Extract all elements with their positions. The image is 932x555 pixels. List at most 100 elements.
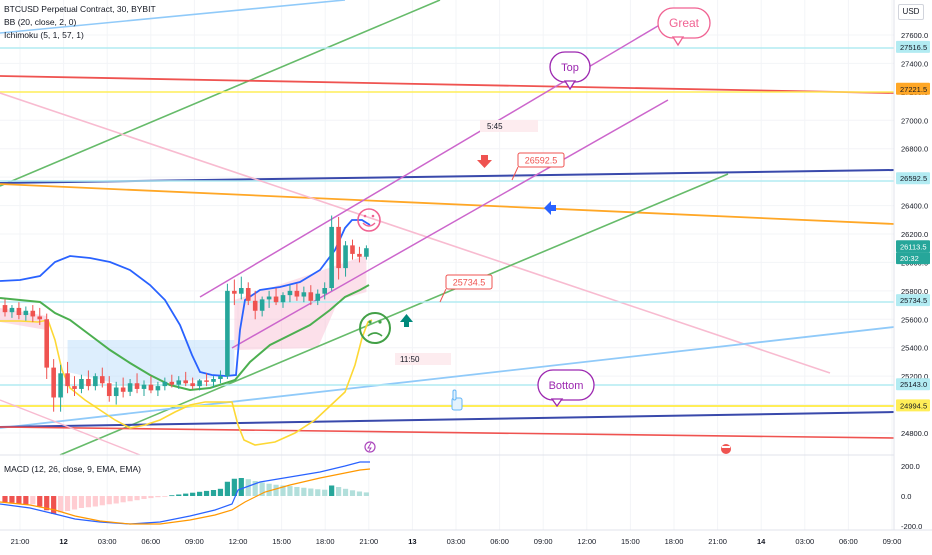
candle-body: [51, 367, 56, 398]
macd-histogram-bar: [266, 483, 272, 496]
price-axis-label-bg: [896, 240, 930, 253]
price-tick-label: 25600.0: [901, 315, 928, 324]
label-top[interactable]: Top: [549, 51, 591, 91]
macd-tick-label: 200.0: [901, 462, 920, 471]
candle-body: [239, 288, 244, 294]
macd-histogram-bar: [106, 496, 112, 505]
candle-body: [93, 376, 98, 387]
label-great-box: [657, 7, 711, 39]
trend-line-red-bottom: [0, 426, 895, 439]
macd-histogram-bar: [162, 496, 168, 497]
price-tick-label: 27400.0: [901, 59, 928, 68]
time-note-1: 5:45: [487, 122, 503, 131]
price-tick-label: 25400.0: [901, 344, 928, 353]
arrow-down-red: [477, 155, 492, 168]
label-great[interactable]: Great: [657, 7, 711, 47]
time-tick-label: 15:00: [272, 537, 291, 546]
price-axis-label[interactable]: 25143.0: [896, 378, 930, 391]
price-tag-lower-box: [445, 274, 493, 290]
label-bottom[interactable]: Bottom: [537, 369, 595, 408]
macd-histogram-bar: [141, 496, 147, 499]
time-tick-label: 21:00: [11, 537, 30, 546]
ichimoku-legend[interactable]: Ichimoku (5, 1, 57, 1): [4, 30, 84, 40]
smiley-happy-outline: [357, 208, 381, 232]
price-tick-label: 25200.0: [901, 372, 928, 381]
trend-line-orange: [0, 183, 895, 225]
candle-body: [329, 226, 334, 289]
candle-body: [225, 290, 230, 377]
macd-histogram-bar: [238, 478, 244, 496]
macd-histogram-bar: [148, 496, 154, 499]
price-tag-upper[interactable]: 26592.5: [511, 152, 565, 181]
macd-histogram-bar: [245, 479, 251, 496]
price-tick-label: 26400.0: [901, 202, 928, 211]
price-axis-label[interactable]: 26113.5: [896, 240, 930, 253]
price-tick-label: 25800.0: [901, 287, 928, 296]
smiley-happy-eye: [363, 214, 367, 218]
price-axis-label-bg: [896, 399, 930, 412]
price-axis-label-bg: [896, 172, 930, 185]
macd-histogram-bar: [113, 496, 119, 504]
symbol-legend[interactable]: BTCUSD Perpetual Contract, 30, BYBIT: [4, 4, 156, 14]
candle-body: [364, 248, 369, 257]
price-axis-label[interactable]: 26592.5: [896, 172, 930, 185]
trend-line-green-lower: [59, 173, 729, 456]
macd-histogram-bar: [203, 490, 210, 496]
price-axis-label-text: 25143.0: [900, 380, 927, 389]
price-axis-label[interactable]: 27221.5: [896, 82, 930, 95]
smiley-sad-mouth: [367, 332, 383, 337]
candle-body: [169, 381, 175, 385]
trend-line-red-upper: [0, 75, 895, 94]
macd-signal-line: [0, 468, 371, 525]
time-axis[interactable]: 21:00 12 03:00 06:00 09:00 12:00 15:00 18:00 21:…: [11, 537, 902, 546]
macd-histogram-bar: [301, 487, 307, 496]
macd-histogram-bar: [127, 496, 133, 502]
label-bottom-text: Bottom: [549, 380, 584, 392]
macd-histogram-bar: [71, 496, 78, 510]
price-tick-label: 27000.0: [901, 116, 928, 125]
candle-body: [232, 290, 237, 294]
price-axis-label[interactable]: 27516.5: [896, 40, 930, 53]
macd-histogram-bar: [183, 493, 189, 496]
trend-lines[interactable]: [0, 0, 895, 456]
macd-histogram-bar: [287, 486, 293, 496]
candle-body: [343, 245, 348, 269]
price-axis-label[interactable]: 24994.5: [896, 399, 930, 412]
macd-legend[interactable]: MACD (12, 26, close, 9, EMA, EMA): [4, 464, 141, 474]
time-note-bg-1: [480, 120, 538, 132]
time-tick-label: 06:00: [490, 537, 509, 546]
candles: [2, 215, 369, 412]
bb-middle-line: [0, 284, 370, 392]
bb-legend[interactable]: BB (20, close, 2, 0): [4, 17, 77, 27]
candle-body: [30, 310, 36, 317]
time-tick-label: 18:00: [316, 537, 335, 546]
label-bottom-box: [537, 369, 595, 401]
price-axis[interactable]: 24800.025000.025200.025400.025600.025800…: [0, 0, 932, 531]
price-tick-label: 24800.0: [901, 429, 928, 438]
currency-button[interactable]: USD: [898, 4, 924, 20]
time-tick-label: 21:00: [359, 537, 378, 546]
price-axis-label[interactable]: 20:32: [896, 252, 930, 265]
price-axis-label[interactable]: 25734.5: [896, 294, 930, 307]
macd-histogram-bar: [349, 490, 356, 496]
macd-histogram-bar: [155, 496, 161, 498]
price-tag-upper-leader: [511, 166, 519, 181]
macd-histogram-bar: [210, 490, 217, 496]
candle-body: [259, 299, 265, 311]
candle-body: [162, 381, 168, 387]
macd-line: [0, 461, 370, 525]
time-tick-label: 09:00: [883, 537, 902, 546]
macd-histogram-bar: [363, 492, 369, 496]
candle-body: [134, 383, 140, 389]
annotations[interactable]: Great Top Bottom 26592.5 25734.5 5:45 11:50: [357, 7, 731, 454]
macd-histogram-bar: [280, 485, 286, 496]
time-tick-label: 12: [59, 537, 67, 546]
label-top-text: Top: [561, 62, 579, 74]
candle-body: [211, 378, 216, 382]
candle-body: [273, 296, 279, 303]
price-tag-lower[interactable]: 25734.5: [439, 274, 493, 303]
time-note-2: 11:50: [400, 355, 420, 364]
macd-histogram-bar: [294, 487, 300, 496]
